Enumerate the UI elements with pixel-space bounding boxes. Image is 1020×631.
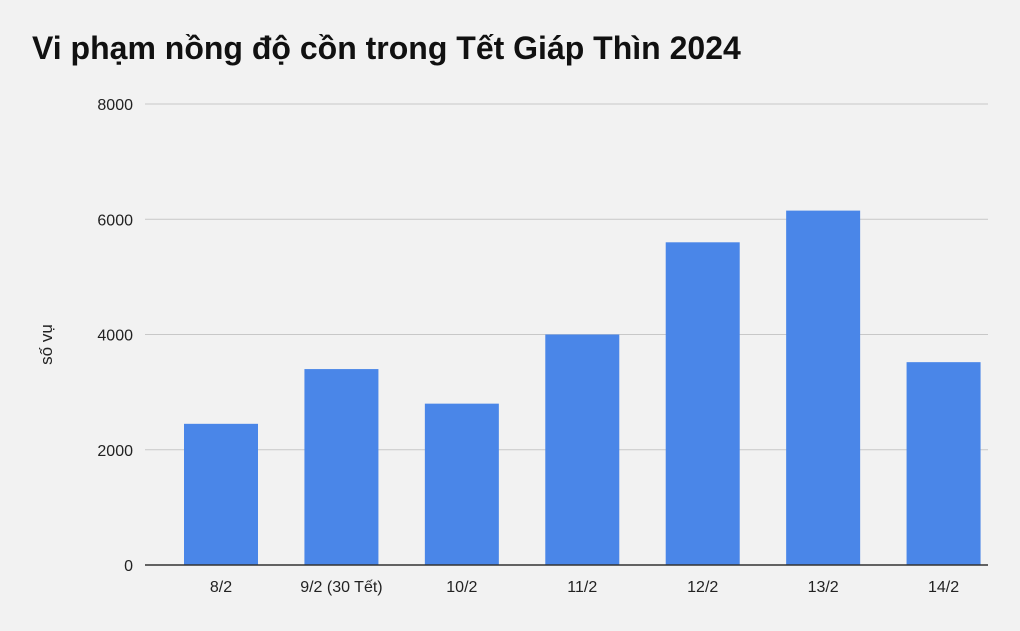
x-tick-label-1: 8/2 <box>210 579 232 596</box>
x-tick-label-2: 9/2 (30 Tết) <box>300 579 382 596</box>
x-tick-label-3: 10/2 <box>446 579 477 596</box>
x-tick-label-6: 13/2 <box>808 579 839 596</box>
y-axis-title: số vụ <box>37 324 56 365</box>
bar-5 <box>665 242 740 566</box>
y-tick-label-8000: 8000 <box>97 97 133 114</box>
bar-2 <box>304 369 379 565</box>
bar-4 <box>545 334 620 565</box>
chart-title: Vi phạm nồng độ cồn trong Tết Giáp Thìn … <box>32 30 741 66</box>
bar-6 <box>786 210 861 565</box>
bar-7 <box>906 362 981 565</box>
x-tick-label-4: 11/2 <box>567 579 597 596</box>
bar-3 <box>424 403 499 565</box>
bar-1 <box>184 423 258 565</box>
y-tick-label-0: 0 <box>124 558 133 575</box>
tick-labels: 0 2000 4000 6000 8000 8/2 9/2 (30 Tết) 10/2 11/2… <box>37 97 959 596</box>
y-tick-label-4000: 4000 <box>97 328 133 345</box>
x-tick-label-7: 14/2 <box>928 579 959 596</box>
y-tick-label-6000: 6000 <box>97 212 133 229</box>
bars <box>184 210 981 566</box>
y-tick-label-2000: 2000 <box>97 443 133 460</box>
x-tick-label-5: 12/2 <box>687 579 718 596</box>
